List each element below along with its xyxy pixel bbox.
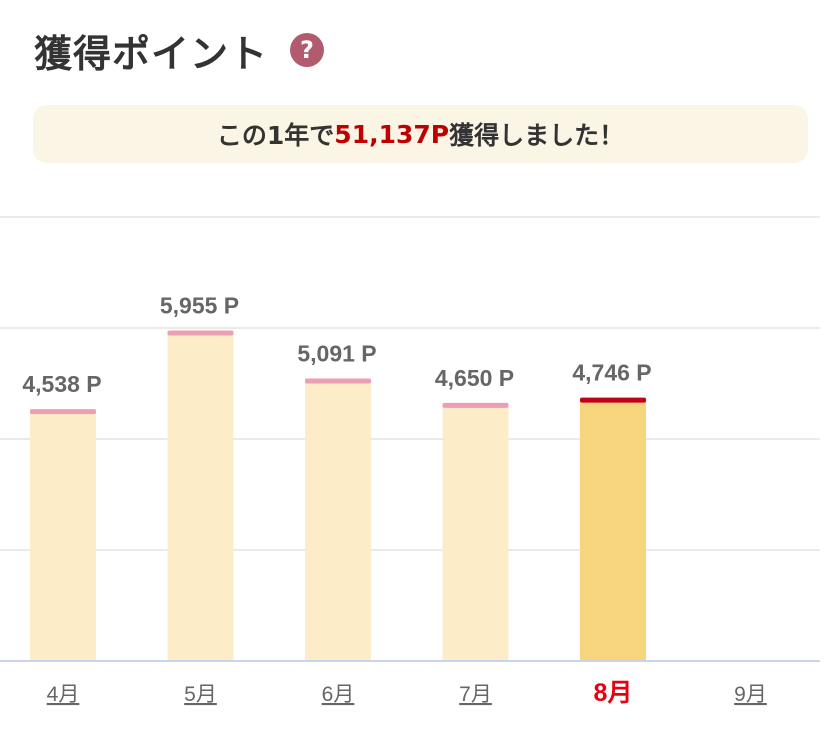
bar-cap-5 — [580, 397, 646, 403]
data-label-2: 5,955 P — [160, 292, 239, 318]
bar-4[interactable] — [442, 402, 509, 661]
summary-total-points: 51,137P — [334, 119, 450, 149]
summary-suffix: 獲得しました！ — [449, 121, 625, 150]
month-tab-3[interactable]: 6月 — [322, 683, 355, 706]
data-label-1: 4,538 P — [22, 371, 101, 397]
header: 獲得ポイント ? — [34, 22, 325, 78]
data-label-4: 4,650 P — [435, 365, 514, 391]
month-tab-4[interactable]: 7月 — [459, 683, 492, 706]
bar-cap-4 — [442, 402, 509, 408]
page-title: 獲得ポイント — [34, 31, 269, 76]
bar-cap-2 — [167, 330, 234, 336]
bar-1[interactable] — [30, 409, 96, 661]
points-bar-chart: 4,538 P 4月 5,955 P 5月 5,091 P 6月 4,650 P 7月 4,74… — [0, 216, 820, 707]
points-summary-banner: この1年で 51,137P 獲得しました！ — [33, 105, 808, 163]
summary-prefix: この1年で — [216, 121, 335, 150]
data-label-5: 4,746 P — [572, 360, 651, 386]
bar-5[interactable] — [580, 397, 646, 661]
bar-cap-3 — [305, 378, 371, 384]
bar-3[interactable] — [305, 378, 371, 661]
month-tab-1[interactable]: 4月 — [47, 683, 80, 706]
bar-2[interactable] — [167, 330, 234, 661]
help-icon[interactable]: ? — [290, 33, 325, 67]
bar-cap-1 — [30, 409, 96, 415]
month-tab-6[interactable]: 9月 — [734, 683, 767, 706]
data-label-3: 5,091 P — [297, 340, 376, 366]
month-tab-2[interactable]: 5月 — [184, 683, 217, 706]
month-tab-5[interactable]: 8月 — [594, 679, 633, 707]
